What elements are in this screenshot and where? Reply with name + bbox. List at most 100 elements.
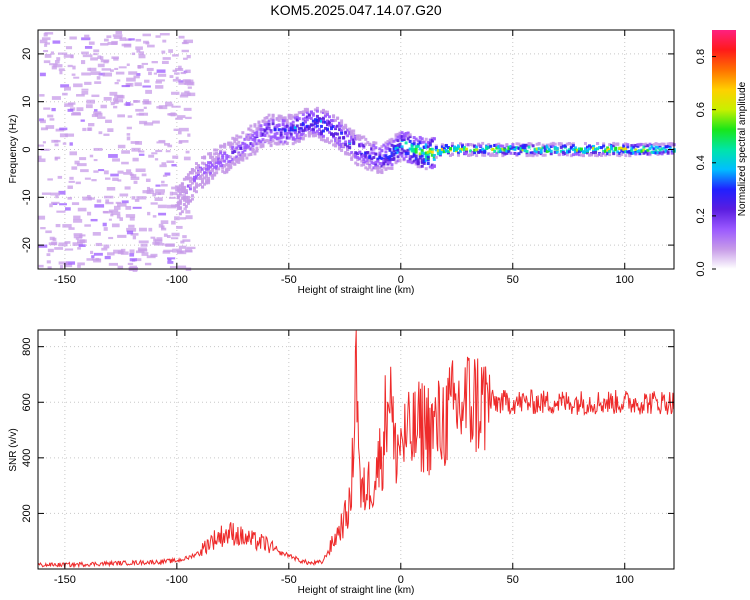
spectrogram-cell [571,144,575,148]
spectrogram-cell [213,165,217,169]
spectrogram-cell [592,144,596,148]
spectrogram-cell [128,71,138,75]
spectrogram-cell [42,141,46,144]
spectrogram-cell [243,153,247,157]
spectrogram-cell [187,86,192,89]
spectrogram-cell [289,122,293,126]
spectrogram-cell [386,143,390,147]
spectrogram-cell [418,147,422,151]
spectrogram-cell [291,120,295,124]
spectrogram-cell [194,190,198,194]
spectrogram-cell [624,154,628,158]
spectrogram-cell [360,159,364,163]
spectrogram-cell [340,121,344,125]
snr-x-tick-label: 100 [616,574,634,586]
spectrogram-cell [422,160,426,164]
spectrogram-cell [424,158,428,162]
spectrogram-cell [96,76,101,80]
spectrogram-cell [450,142,454,146]
spectrogram-cell [362,163,366,167]
spectrogram-cell [475,145,479,149]
spectrogram-cell [432,154,436,158]
spectrogram-cell [107,252,115,256]
spectrogram-y-label: Frequency (Hz) [8,115,19,184]
spectrogram-cell [527,153,531,157]
spectrogram-cell [277,136,281,140]
spectrogram-cell [362,144,366,148]
spectrogram-cell [265,127,269,131]
spectrogram-cell [231,136,235,140]
spectrogram-cell [465,150,469,154]
spectrogram-cell [253,131,257,135]
spectrogram-cell [636,143,640,147]
spectrogram-cell [71,112,81,116]
spectrogram-cell [323,114,327,118]
spectrogram-cell [378,161,382,165]
spectrogram-cell [285,124,289,128]
spectrogram-cell [227,142,231,146]
spectrogram-cell [364,166,368,170]
spectrogram-cell [199,166,203,170]
spectrogram-cell [535,147,539,151]
spectrogram-cell [46,260,51,264]
spectrogram-cell [386,145,390,149]
spectrogram-cell [207,152,211,156]
colorbar-gradient [712,30,736,269]
spectrogram-cell [84,34,90,39]
spectrogram-cell [209,154,213,158]
spectrogram-cell [592,151,596,155]
spectrogram-cell [384,160,388,164]
snr-y-tick-label: 400 [21,449,33,467]
spectrogram-cell [121,161,129,165]
spectrogram-cell [384,157,388,161]
spectrogram-cell [253,124,257,128]
spectrogram-cell [125,214,136,218]
spectrogram-cell [77,265,81,268]
spectrogram-cell [372,161,376,165]
spectrogram-cell [73,234,83,239]
spectrogram-cell [426,152,430,156]
spectrogram-cell [269,135,273,139]
spectrogram-cell [269,140,273,144]
spectrogram-cell [182,195,186,199]
spectrogram-cell [269,137,273,141]
spectrogram-cell [120,251,129,255]
spectrogram-cell [370,157,374,161]
spectrogram-cell [503,151,507,155]
spectrogram-cell [414,161,418,165]
spectrogram-cell [69,176,74,180]
spectrogram-cell [98,169,105,172]
spectrogram-cell [163,233,168,237]
spectrogram-cell [422,145,426,149]
spectrogram-cell [62,224,72,228]
spectrogram-cell [182,239,191,242]
spectrogram-cell [307,113,311,117]
spectrogram-cell [127,115,133,118]
spectrogram-cell [434,148,438,152]
spectrogram-cell [154,239,163,244]
spectrogram-cell [471,152,475,156]
spectrogram-cell [662,146,666,150]
spectrogram-cell [370,151,374,155]
spectrogram-cell [386,160,390,164]
spectrogram-cell [229,141,233,145]
spectrogram-cell [412,154,416,158]
spectrogram-cell [352,154,356,158]
spectrogram-cell [117,170,124,174]
spectrogram-cell [388,166,392,170]
spectrogram-cell [168,113,177,116]
spectrogram-cell [152,241,160,245]
spectrogram-cell [334,127,338,131]
spectrogram-cell [412,149,416,153]
spectrogram-cell [215,161,219,165]
spectrogram-cell [140,243,148,247]
spectrogram-cell [63,54,74,58]
spectrogram-cell [89,67,97,72]
spectrogram-cell [426,145,430,149]
spectrogram-cell [610,147,614,151]
spectrogram-cell [65,46,73,50]
spectrogram-cell [178,245,187,249]
spectrogram-cell [422,140,426,144]
colorbar-label: Normalized spectral amplitude [737,81,748,216]
spectrogram-cell [396,135,400,139]
